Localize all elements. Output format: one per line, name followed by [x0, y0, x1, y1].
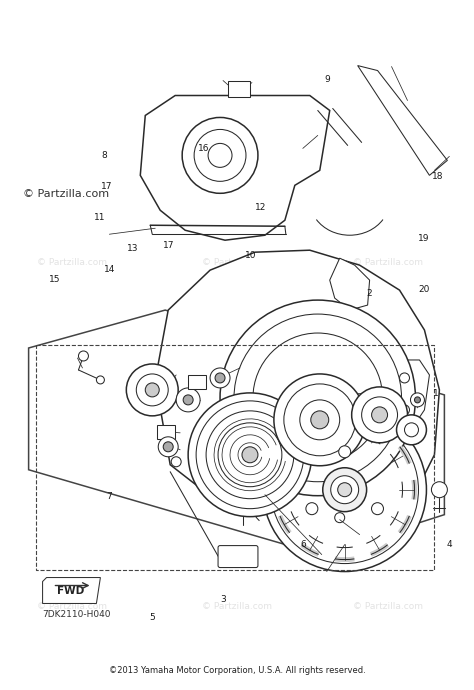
Text: 13: 13 [128, 244, 139, 253]
Circle shape [188, 393, 312, 517]
Circle shape [271, 416, 419, 564]
Text: 15: 15 [49, 275, 61, 284]
Circle shape [182, 117, 258, 193]
Text: 8: 8 [102, 151, 108, 160]
Text: 2: 2 [366, 289, 372, 298]
Circle shape [331, 475, 359, 504]
Text: 11: 11 [94, 213, 106, 222]
Text: 12: 12 [255, 203, 266, 212]
Polygon shape [28, 310, 445, 555]
Polygon shape [330, 258, 370, 310]
Text: © Partzilla.com: © Partzilla.com [36, 423, 107, 432]
Circle shape [158, 437, 178, 457]
Text: © Partzilla.com: © Partzilla.com [202, 602, 272, 611]
FancyBboxPatch shape [228, 81, 250, 97]
Text: © Partzilla.com: © Partzilla.com [353, 258, 423, 267]
Polygon shape [358, 66, 447, 175]
Text: © Partzilla.com: © Partzilla.com [36, 258, 107, 267]
Text: © Partzilla.com: © Partzilla.com [353, 423, 423, 432]
Circle shape [220, 300, 416, 495]
Circle shape [337, 483, 352, 497]
Circle shape [263, 408, 427, 571]
Circle shape [323, 468, 366, 512]
Polygon shape [43, 578, 100, 604]
Circle shape [163, 442, 173, 452]
Text: 4: 4 [447, 540, 453, 549]
Circle shape [242, 447, 258, 463]
Circle shape [274, 374, 365, 466]
Text: 19: 19 [418, 234, 429, 243]
Circle shape [210, 463, 220, 473]
Circle shape [410, 393, 424, 407]
Text: 14: 14 [104, 265, 115, 274]
Text: 16: 16 [198, 144, 210, 153]
Circle shape [176, 388, 200, 412]
Text: 7: 7 [107, 492, 112, 501]
Text: 20: 20 [418, 286, 429, 295]
Circle shape [400, 373, 410, 383]
Text: © Partzilla.com: © Partzilla.com [202, 423, 272, 432]
Text: 6: 6 [301, 540, 306, 549]
Polygon shape [140, 95, 330, 240]
Circle shape [215, 373, 225, 383]
Polygon shape [390, 360, 429, 425]
Circle shape [127, 364, 178, 416]
Text: 17: 17 [163, 241, 174, 250]
Circle shape [352, 387, 408, 443]
Text: 9: 9 [324, 75, 330, 84]
Polygon shape [155, 250, 439, 530]
Circle shape [335, 513, 345, 522]
Circle shape [234, 314, 401, 482]
Text: © Partzilla.com: © Partzilla.com [23, 189, 109, 199]
FancyBboxPatch shape [188, 375, 206, 389]
Text: 17: 17 [101, 182, 113, 191]
Text: 18: 18 [432, 172, 444, 181]
Text: 5: 5 [149, 613, 155, 622]
Text: ©2013 Yamaha Motor Corporation, U.S.A. All rights reserved.: ©2013 Yamaha Motor Corporation, U.S.A. A… [109, 666, 365, 675]
Circle shape [431, 482, 447, 497]
Text: © Partzilla.com: © Partzilla.com [353, 602, 423, 611]
Circle shape [245, 493, 255, 503]
Text: © Partzilla.com: © Partzilla.com [202, 258, 272, 267]
Circle shape [79, 351, 89, 361]
Circle shape [400, 405, 410, 415]
Circle shape [145, 383, 159, 397]
Circle shape [397, 415, 427, 445]
FancyBboxPatch shape [218, 546, 258, 568]
Circle shape [372, 407, 388, 423]
Circle shape [183, 395, 193, 405]
Text: 3: 3 [220, 595, 226, 604]
Text: 1: 1 [433, 388, 438, 397]
Circle shape [171, 457, 181, 466]
Circle shape [96, 376, 104, 384]
Circle shape [306, 503, 318, 515]
Circle shape [372, 503, 383, 515]
Text: 7DK2110-H040: 7DK2110-H040 [43, 610, 111, 619]
Circle shape [311, 411, 329, 428]
Text: FWD: FWD [57, 586, 84, 595]
Text: 10: 10 [246, 251, 257, 260]
FancyBboxPatch shape [157, 425, 175, 439]
Circle shape [210, 368, 230, 388]
Circle shape [414, 397, 420, 403]
Text: © Partzilla.com: © Partzilla.com [36, 602, 107, 611]
Circle shape [339, 446, 351, 457]
